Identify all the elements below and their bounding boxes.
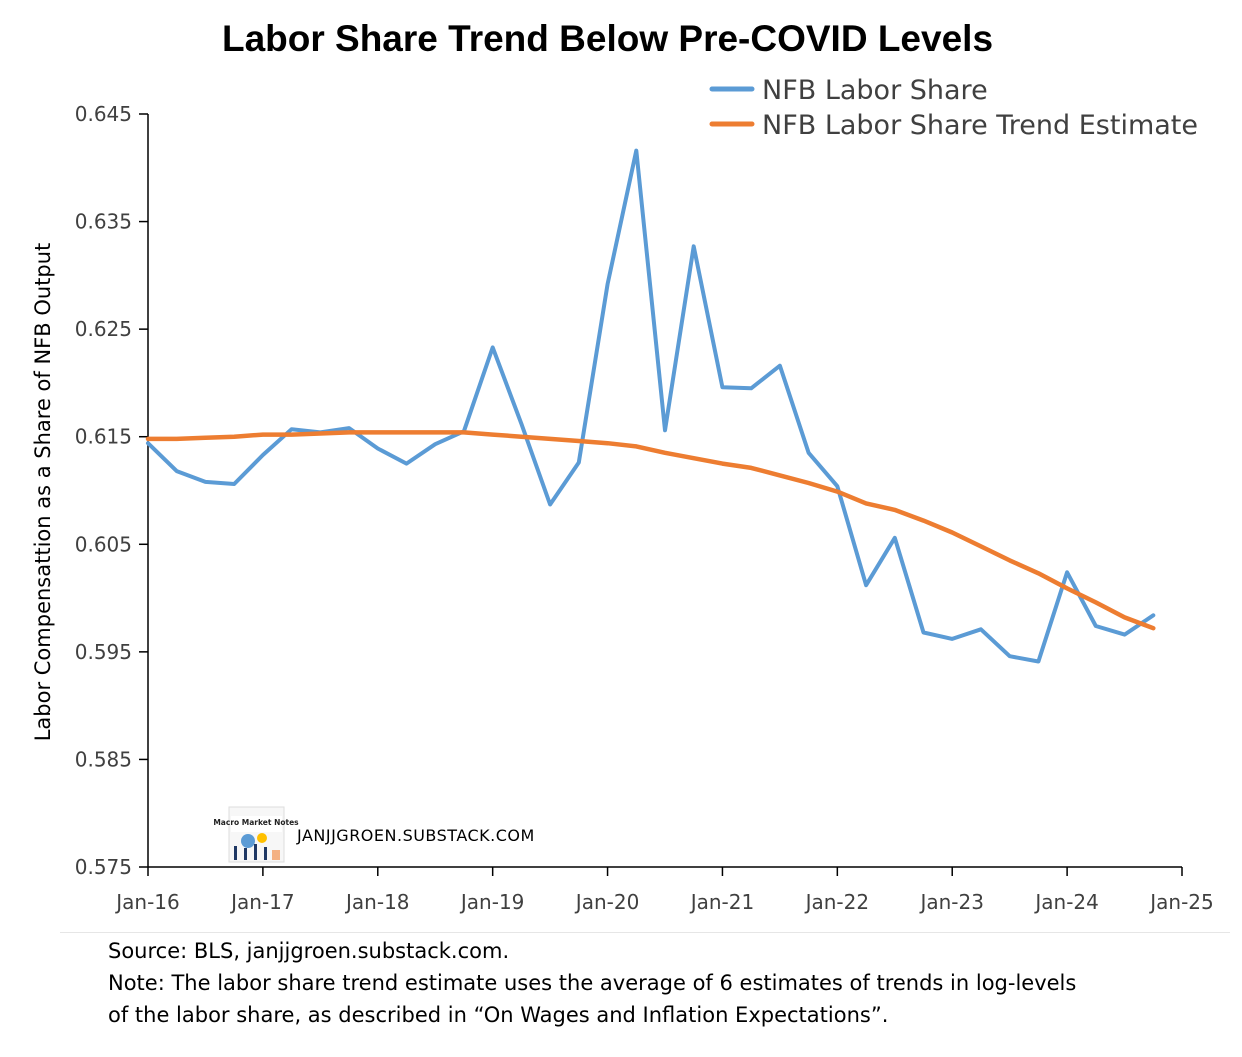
series-line-nfb-labor-share-trend-estimate (145, 430, 1156, 631)
series-layer (145, 148, 1156, 664)
x-tick-label: Jan-17 (229, 890, 295, 914)
footer-note-line-1: Note: The labor share trend estimate use… (108, 971, 1077, 995)
x-tick-label: Jan-21 (689, 890, 755, 914)
x-tick-label: Jan-22 (804, 890, 870, 914)
y-tick-label: 0.585 (75, 747, 132, 771)
series-line-nfb-labor-share (146, 148, 1156, 664)
legend: NFB Labor Share NFB Labor Share Trend Est… (709, 75, 1198, 141)
macro-market-notes-logo: Macro Market Notes (213, 806, 299, 863)
x-tick-label: Jan-25 (1148, 890, 1214, 914)
x-tick-label: Jan-19 (459, 890, 525, 914)
y-axis-title: Labor Compensattion as a Share of NFB Ou… (31, 243, 55, 742)
logo-text: Macro Market Notes (213, 818, 299, 827)
x-tick-label: Jan-24 (1033, 890, 1099, 914)
footer-note-line-2: of the labor share, as described in “On … (108, 1003, 889, 1027)
watermark-site: JANJJGROEN.SUBSTACK.COM (296, 826, 535, 845)
chart-canvas: 0.575 0.585 0.595 0.605 0.615 0.625 0.635 0.645… (31, 75, 1214, 914)
x-tick-label: Jan-20 (574, 890, 640, 914)
footer: Source: BLS, janjjgroen.substack.com. No… (108, 935, 1218, 1031)
y-tick-label: 0.635 (75, 210, 132, 234)
y-tick-label: 0.615 (75, 425, 132, 449)
legend-label-nfb-labor-share-trend-estimate: NFB Labor Share Trend Estimate (762, 110, 1198, 141)
watermark: Macro Market Notes JANJJGROEN.SUBSTACK.C… (213, 806, 535, 863)
y-tick-label: 0.625 (75, 317, 132, 341)
y-axis-title-group: Labor Compensattion as a Share of NFB Ou… (31, 243, 55, 742)
y-tick-label: 0.605 (75, 532, 132, 556)
footer-divider (60, 932, 1230, 933)
chart-title: Labor Share Trend Below Pre-COVID Levels (221, 18, 994, 59)
x-tick-label: Jan-23 (918, 890, 984, 914)
footer-source: Source: BLS, janjjgroen.substack.com. (108, 939, 510, 963)
x-tick-label: Jan-18 (344, 890, 410, 914)
y-tick-label: 0.645 (75, 102, 132, 126)
legend-label-nfb-labor-share: NFB Labor Share (762, 75, 988, 106)
y-tick-label: 0.595 (75, 640, 132, 664)
chart-axes: 0.575 0.585 0.595 0.605 0.615 0.625 0.635 0.645… (75, 102, 1214, 914)
y-tick-label: 0.575 (75, 855, 132, 879)
x-tick-label: Jan-16 (114, 890, 180, 914)
